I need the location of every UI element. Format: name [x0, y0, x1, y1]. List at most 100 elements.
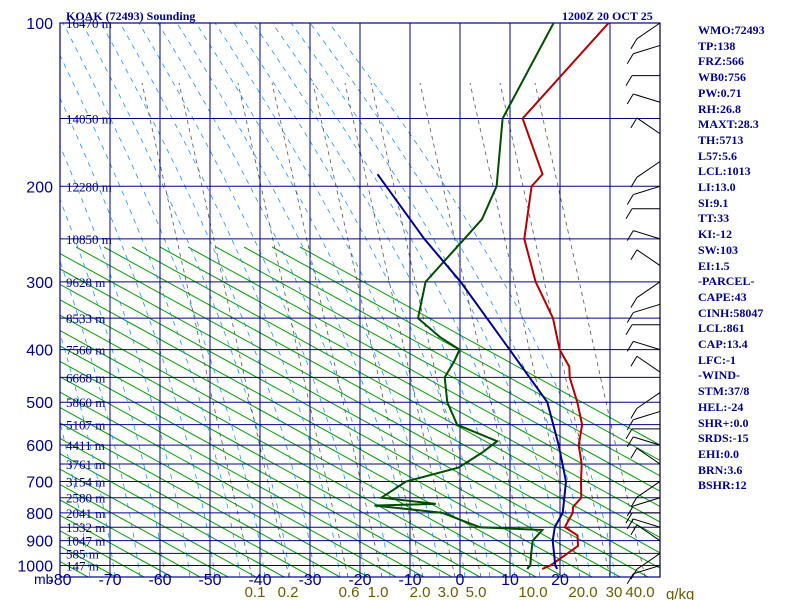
height-label: 2580 m — [66, 491, 105, 506]
wind-barb — [636, 22, 661, 40]
dry-adiabat-line — [103, 246, 660, 554]
wind-barb-flag — [630, 408, 638, 419]
mixing-ratio-label: 0.2 — [278, 584, 299, 600]
index-item: SI:9.1 — [698, 195, 729, 210]
wind-barb — [636, 281, 661, 299]
wind-barb — [633, 303, 661, 314]
wind-barb-flag — [630, 497, 638, 508]
index-item: SRDS:-15 — [698, 431, 749, 446]
index-item: LCL:1013 — [698, 164, 751, 179]
dry-adiabat-line — [60, 376, 425, 577]
temp-tick-label: -40 — [248, 572, 271, 589]
wind-barb — [636, 249, 661, 266]
temp-tick-label: 0 — [456, 572, 465, 589]
dry-adiabat-line — [187, 246, 660, 508]
temp-tick-label: 20 — [551, 572, 569, 589]
height-label: 7560 m — [66, 343, 105, 358]
mixing-ratio-label: 3.0 — [438, 584, 459, 600]
dry-adiabat-line — [60, 360, 453, 577]
index-item: LFC:-1 — [698, 352, 736, 367]
moist-adiabat-line — [119, 23, 341, 577]
height-label: 585 m — [66, 546, 99, 561]
wind-barb-flag — [630, 568, 638, 580]
pressure-tick-label: 800 — [26, 506, 53, 523]
mixing-ratio-label: 0.1 — [245, 584, 266, 600]
sounding-traces — [374, 23, 610, 570]
dry-adiabat-line — [60, 407, 369, 577]
height-label: 5107 m — [66, 418, 105, 433]
wind-barb-flag — [625, 512, 633, 524]
height-label: 16470 m — [66, 16, 112, 31]
wind-barb — [636, 161, 661, 178]
wind-barb-flag — [625, 208, 633, 220]
sounding-indices-panel: WMO:72493 TP:138 FRZ:566 WB0:756 PW:0.71 RH:2… — [698, 23, 800, 494]
pressure-tick-label: 700 — [26, 474, 53, 491]
wind-barb-flag — [630, 38, 638, 50]
index-item: CAP:13.4 — [698, 337, 748, 352]
wind-barb-flag — [626, 573, 634, 585]
moist-adiabat-line — [233, 23, 491, 577]
dry-adiabat-line — [271, 246, 660, 461]
index-item: TT:33 — [698, 211, 730, 226]
dry-adiabat-line — [299, 246, 660, 446]
sounding-trace-1 — [374, 23, 555, 570]
dry-adiabat-line — [60, 314, 537, 577]
pressure-tick-label: 900 — [26, 534, 53, 551]
pressure-tick-label: 300 — [26, 275, 53, 292]
wind-barb — [633, 44, 661, 55]
wind-barb-flag — [626, 518, 634, 530]
wind-barb — [636, 553, 661, 570]
wind-barb — [633, 340, 661, 351]
wind-barb-flag — [630, 297, 638, 308]
wind-barb-flag — [630, 117, 638, 129]
temp-tick-label: -20 — [348, 572, 371, 589]
mixing-ratio-label: 1.0 — [368, 584, 389, 600]
dry-adiabat-line — [60, 391, 397, 577]
dry-adiabat-line — [0, 247, 4, 577]
wind-barb-flag — [626, 53, 634, 64]
grid-lines — [59, 22, 661, 578]
chart-title: KOAK (72493) Sounding — [66, 9, 195, 23]
height-label: 4411 m — [66, 438, 105, 453]
dry-adiabat-line — [75, 246, 660, 569]
temp-tick-label: -10 — [398, 572, 421, 589]
index-item: BSHR:12 — [698, 478, 747, 493]
wind-barb — [633, 185, 661, 196]
height-label: 1532 m — [66, 520, 105, 535]
wind-barb — [636, 392, 661, 409]
height-label: 5860 m — [66, 395, 105, 410]
wind-barb — [636, 481, 661, 498]
moist-adiabat-line — [195, 23, 441, 577]
wind-barb-flag — [630, 356, 638, 367]
dry-adiabat-line — [60, 514, 173, 577]
dry-adiabat-line — [60, 437, 313, 577]
height-label: 9628 m — [66, 275, 105, 290]
index-item: HEL:-24 — [698, 399, 744, 414]
dry-adiabat-line — [60, 330, 509, 577]
dry-adiabat-line — [215, 246, 660, 492]
dry-adiabat-line — [60, 283, 593, 577]
index-item: LI:13.0 — [698, 180, 736, 195]
wind-barb — [636, 117, 661, 135]
index-item: BRN:3.6 — [698, 462, 743, 477]
pressure-tick-label: 500 — [26, 395, 53, 412]
pressure-tick-label: 1000 — [17, 559, 53, 576]
index-item: SW:103 — [698, 242, 739, 257]
mixing-ratio-label: 20.0 — [568, 584, 597, 600]
mixing-ratio-label: 10.0 — [518, 584, 547, 600]
sounding-trace-0 — [521, 23, 610, 570]
mixing-ratio-label: 2.0 — [410, 584, 431, 600]
sounding-trace-2 — [376, 173, 568, 570]
height-label: 12280 m — [66, 179, 112, 194]
pressure-tick-label: 100 — [26, 16, 53, 33]
wind-barb — [633, 436, 661, 446]
dry-adiabat-line — [131, 246, 660, 538]
index-item: EHI:0.0 — [698, 446, 740, 461]
moist-adiabat-line — [60, 97, 216, 577]
index-item: CAPE:43 — [698, 289, 747, 304]
temp-tick-label: 10 — [501, 572, 519, 589]
moist-adiabat-line — [100, 23, 316, 577]
dry-adiabat-line — [243, 246, 660, 477]
dry-adiabat-line — [60, 453, 285, 577]
moist-adiabat-line — [271, 23, 541, 577]
